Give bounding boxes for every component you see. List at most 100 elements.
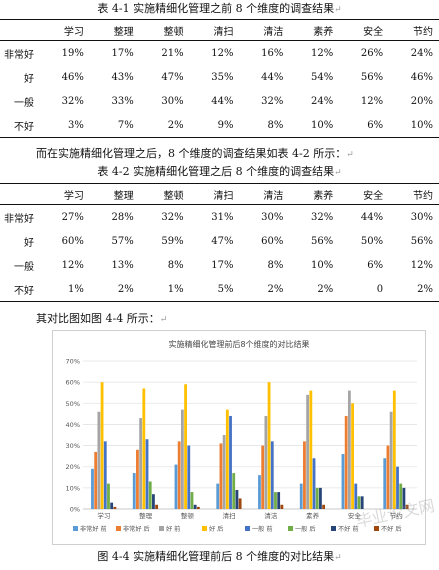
table-row: 不好 3% 7% 2% 9% 8% 10% 6% 10% [0,113,439,138]
bar [148,481,152,509]
bar [187,445,191,509]
bar [383,458,387,509]
y-tick-label: 60% [66,379,80,387]
y-tick-label: 70% [66,358,80,366]
table-cell: 7% [89,113,140,138]
bar [142,388,146,509]
bar [235,489,239,509]
bar [107,483,110,509]
legend-swatch [245,526,250,531]
legend-swatch [202,526,207,531]
table-cell: 2% [89,277,140,302]
bar [193,504,197,509]
table-cell: 60% [61,235,84,247]
row-label: 不好 [0,277,40,302]
x-tick-label: 整理 [139,511,153,520]
legend-swatch [331,526,336,531]
bar [216,483,220,509]
bar [315,487,319,509]
figure-caption: 图 4-4 实施精细化管理前后 8 个维度的对比结果↵ [97,550,342,563]
column-header: 清洁 [239,19,290,41]
bar [258,475,261,509]
column-header [0,19,40,41]
table-cell: 8% [167,259,184,271]
column-header: 整理 [89,19,140,41]
table-cell: 2% [289,277,340,302]
row-label: 好 [24,237,34,249]
table-cell: 2% [239,277,290,302]
table-cell: 1% [40,277,90,302]
x-tick-label: 安全 [348,511,362,520]
table-header-row: 学习 整理 整顿 清扫 清洁 素养 安全 节约 [0,19,439,41]
table-cell: 43% [111,71,134,83]
bar [351,403,354,509]
bar [270,441,274,509]
legend-swatch [374,526,379,531]
table-cell: 47% [211,235,234,247]
bar [110,502,114,509]
bar [91,468,94,509]
column-header: 整顿 [139,183,190,205]
column-header: 素养 [289,183,340,205]
legend-label: 一般 前 [252,525,273,533]
column-header: 整顿 [139,19,190,41]
table-cell: 12% [211,47,234,59]
table-cell: 32% [161,211,184,223]
table-cell: 24% [410,47,433,59]
bar [152,494,155,509]
x-tick-label: 整顿 [181,511,195,520]
bar [180,409,184,509]
bar [396,466,399,509]
bar [177,441,181,509]
table-row: 非常好 19% 17% 21% 12% 16% 12% 26% 24% [0,41,439,66]
row-label: 好 [24,73,34,85]
table-cell: 0 [339,277,390,302]
bar [229,415,232,509]
table-cell: 35% [211,71,234,83]
bar [354,483,358,509]
bar [306,394,310,509]
table-cell: 47% [161,71,184,83]
column-header: 整理 [89,183,140,205]
bar [94,451,98,509]
bar [405,504,409,509]
table-cell: 50% [360,235,384,247]
table-cell: 32% [261,95,284,107]
table-cell: 17% [111,47,134,59]
table-cell: 33% [111,95,134,107]
table-cell: 3% [40,113,90,138]
bar [184,384,187,509]
table-after: 学习 整理 整顿 清扫 清洁 素养 安全 节约 非常好 27% 28% 32% 31% 30% 32% 44%… [0,183,439,302]
table-cell: 31% [211,211,234,223]
table-cell: 5% [189,277,240,302]
bar [299,483,303,509]
table-cell: 54% [311,71,334,83]
paragraph-intro-figure: 其对比图如图 4-4 所示：↵ [36,312,168,325]
x-tick-label: 清洁 [264,511,278,520]
table-cell: 28% [111,211,134,223]
x-tick-label: 学习 [97,511,110,520]
table-cell: 8% [239,113,290,138]
table-cell: 57% [111,235,134,247]
bar [238,498,242,509]
table-row: 一般 12% 13% 8% 17% 8% 10% 6% 12% [0,253,439,277]
legend-swatch [116,526,121,531]
bar [322,504,326,509]
column-header [0,183,40,205]
legend-label: 非常好 后 [123,525,150,533]
legend-label: 不好 前 [338,525,359,533]
table-cell: 32% [61,95,84,107]
row-label: 非常好 [4,49,34,61]
table-cell: 24% [311,95,334,107]
bar [319,487,322,509]
bar [225,409,229,509]
bar [190,492,194,509]
column-header: 节约 [389,183,439,205]
table-before: 学习 整理 整顿 清扫 清洁 素养 安全 节约 非常好 19% 17% 21% 12% 16% 12% 26%… [0,19,439,138]
y-tick-label: 40% [66,421,80,429]
table-cell: 12% [61,259,84,271]
bar [389,411,393,509]
table-cell: 32% [311,211,334,223]
bar [344,415,348,509]
table-cell: 10% [311,259,334,271]
